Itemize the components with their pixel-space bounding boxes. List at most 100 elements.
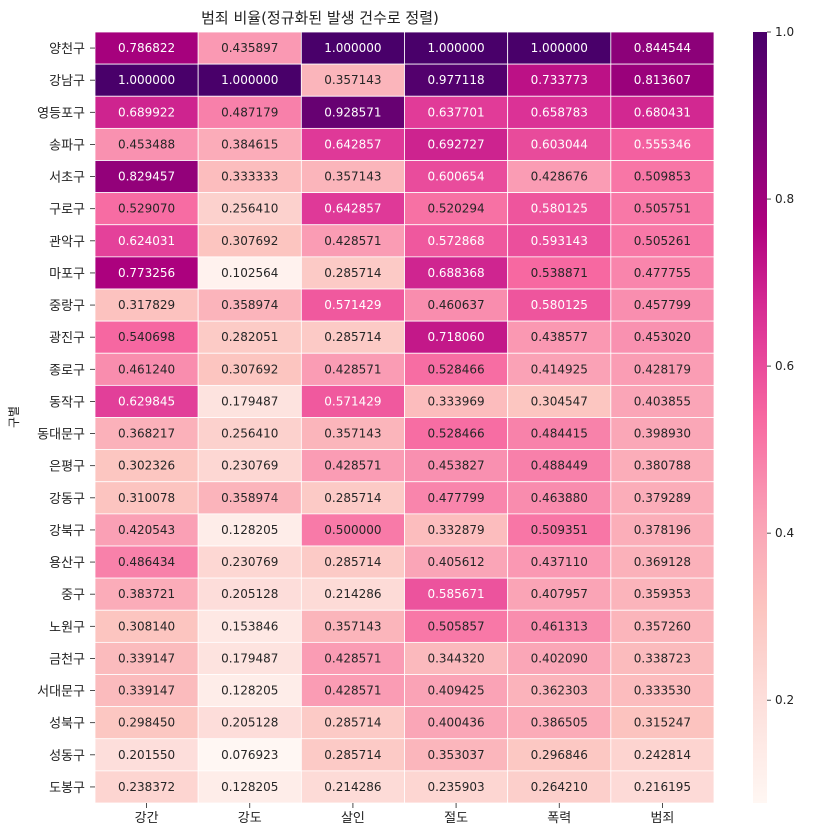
cell-value-label: 0.076923 bbox=[221, 748, 278, 762]
cell-value-label: 0.438577 bbox=[531, 330, 588, 344]
heatmap-cell bbox=[94, 288, 199, 322]
cell-value-label: 0.386505 bbox=[531, 716, 588, 730]
cell-value-label: 0.428676 bbox=[531, 170, 588, 184]
cell-value-label: 0.201550 bbox=[118, 748, 175, 762]
cell-value-label: 0.285714 bbox=[324, 330, 381, 344]
heatmap-cell bbox=[94, 770, 199, 804]
heatmap-cell bbox=[610, 192, 715, 226]
cell-value-label: 0.453827 bbox=[427, 459, 484, 473]
heatmap-cell bbox=[404, 481, 509, 515]
cell-value-label: 0.453488 bbox=[118, 137, 175, 151]
heatmap-cell bbox=[404, 706, 509, 740]
row-tick-label: 동작구 bbox=[49, 395, 85, 410]
heatmap-cell bbox=[507, 256, 612, 290]
cell-value-label: 0.488449 bbox=[531, 459, 588, 473]
cell-value-label: 0.216195 bbox=[634, 780, 691, 794]
cell-value-label: 0.572868 bbox=[427, 234, 484, 248]
row-tick-labels: 양천구강남구영등포구송파구서초구구로구관악구마포구중랑구광진구종로구동작구동대문… bbox=[37, 42, 95, 796]
row-tick-label: 도봉구 bbox=[49, 781, 85, 796]
column-tick-label: 살인 bbox=[341, 811, 365, 826]
cell-value-label: 0.463880 bbox=[531, 491, 588, 505]
heatmap-cell bbox=[94, 513, 199, 547]
heatmap-cell bbox=[94, 160, 199, 194]
cell-value-label: 0.773256 bbox=[118, 266, 175, 280]
heatmap-cell bbox=[94, 224, 199, 258]
heatmap-cell bbox=[197, 577, 302, 611]
row-tick-label: 중랑구 bbox=[49, 299, 85, 314]
cell-value-label: 0.505857 bbox=[427, 619, 484, 633]
heatmap-cell bbox=[610, 127, 715, 161]
cell-value-label: 0.230769 bbox=[221, 459, 278, 473]
cell-value-label: 0.333969 bbox=[427, 394, 484, 408]
column-tick-label: 폭력 bbox=[547, 811, 571, 826]
row-tick-label: 노원구 bbox=[49, 620, 85, 635]
heatmap-cell bbox=[610, 384, 715, 418]
cell-value-label: 0.285714 bbox=[324, 555, 381, 569]
cell-value-label: 0.580125 bbox=[531, 202, 588, 216]
heatmap-cell bbox=[300, 417, 405, 451]
cell-value-label: 0.477799 bbox=[427, 491, 484, 505]
cell-value-label: 0.128205 bbox=[221, 684, 278, 698]
cell-value-label: 0.230769 bbox=[221, 555, 278, 569]
row-tick-label: 성북구 bbox=[49, 717, 85, 732]
row-tick-label: 동대문구 bbox=[37, 428, 85, 443]
heatmap-cell bbox=[300, 577, 405, 611]
row-tick-label: 양천구 bbox=[49, 42, 85, 57]
colorbar bbox=[753, 32, 767, 803]
cell-value-label: 0.528466 bbox=[427, 362, 484, 376]
cell-value-label: 0.460637 bbox=[427, 298, 484, 312]
cell-value-label: 0.235903 bbox=[427, 780, 484, 794]
cell-value-label: 0.307692 bbox=[221, 234, 278, 248]
heatmap-cell bbox=[404, 513, 509, 547]
row-tick-label: 용산구 bbox=[49, 556, 85, 571]
cell-value-label: 0.256410 bbox=[221, 427, 278, 441]
heatmap-cell bbox=[197, 738, 302, 772]
heatmap-cell bbox=[404, 160, 509, 194]
heatmap-cell bbox=[610, 481, 715, 515]
cell-value-label: 0.308140 bbox=[118, 619, 175, 633]
heatmap-cell bbox=[610, 352, 715, 386]
cell-value-label: 0.428571 bbox=[324, 684, 381, 698]
cell-value-label: 0.302326 bbox=[118, 459, 175, 473]
cell-value-label: 0.428571 bbox=[324, 234, 381, 248]
heatmap-cell bbox=[197, 127, 302, 161]
cell-value-label: 0.102564 bbox=[221, 266, 278, 280]
cell-value-label: 0.296846 bbox=[531, 748, 588, 762]
heatmap-cell bbox=[404, 352, 509, 386]
heatmap-cell bbox=[94, 641, 199, 675]
heatmap-cell bbox=[300, 160, 405, 194]
column-tick-label: 강도 bbox=[238, 811, 262, 826]
cell-value-label: 1.000000 bbox=[427, 41, 484, 55]
heatmap-cell bbox=[94, 417, 199, 451]
heatmap-cell bbox=[197, 288, 302, 322]
heatmap-cell bbox=[300, 545, 405, 579]
cell-value-label: 0.593143 bbox=[531, 234, 588, 248]
heatmap-cell bbox=[610, 256, 715, 290]
heatmap-cell bbox=[300, 706, 405, 740]
cell-value-label: 0.214286 bbox=[324, 587, 381, 601]
colorbar-tick-label: 0.6 bbox=[775, 359, 794, 373]
colorbar-tick-label: 0.8 bbox=[775, 192, 794, 206]
cell-value-label: 0.315247 bbox=[634, 716, 691, 730]
cell-value-label: 0.692727 bbox=[427, 137, 484, 151]
cell-value-label: 0.405612 bbox=[427, 555, 484, 569]
heatmap-cell bbox=[404, 449, 509, 483]
cell-value-label: 0.378196 bbox=[634, 523, 691, 537]
heatmap-cell bbox=[404, 545, 509, 579]
row-tick-label: 금천구 bbox=[49, 652, 85, 667]
cell-value-label: 0.688368 bbox=[427, 266, 484, 280]
heatmap-cell bbox=[197, 31, 302, 65]
cell-value-label: 0.282051 bbox=[221, 330, 278, 344]
cell-value-label: 0.307692 bbox=[221, 362, 278, 376]
heatmap-cell bbox=[94, 674, 199, 708]
row-tick-label: 중구 bbox=[61, 588, 85, 603]
cell-value-label: 0.369128 bbox=[634, 555, 691, 569]
cell-value-label: 0.358974 bbox=[221, 491, 278, 505]
row-tick-label: 강남구 bbox=[49, 74, 85, 89]
heatmap-cell bbox=[610, 95, 715, 129]
cell-value-label: 0.179487 bbox=[221, 394, 278, 408]
heatmap-cell bbox=[94, 352, 199, 386]
column-tick-labels: 강간 강도 살인 절도 폭력 범죄 bbox=[135, 803, 674, 826]
row-tick-label: 강북구 bbox=[49, 524, 85, 539]
